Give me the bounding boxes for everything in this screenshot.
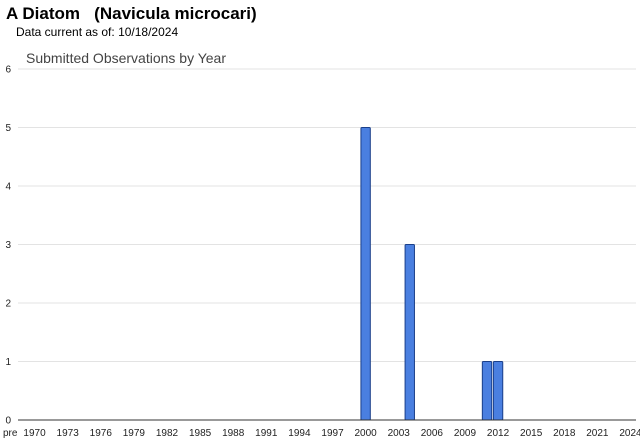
x-tick-label: 1976 [90,428,113,439]
page-title: A Diatom (Navicula microcari) [6,4,257,24]
bar [404,244,415,421]
data-currency-line: Data current as of: 10/18/2024 [16,25,178,39]
x-tick-label: 2003 [388,428,411,439]
x-tick-label: 2021 [586,428,609,439]
y-tick-label: 3 [5,240,11,251]
x-axis-tick-labels: pre 1970 1973 1976 1979 1982 1985 1988 1991 1994 1… [3,428,640,439]
chart-title: Submitted Observations by Year [26,50,226,66]
bar [481,361,493,421]
x-tick-label: 2006 [421,428,444,439]
data-current-label: Data current as of: [16,25,115,39]
x-tick-label: 1982 [156,428,179,439]
y-tick-label: 5 [5,123,11,134]
x-tick-label: 1988 [222,428,245,439]
x-tick-label: 2009 [454,428,477,439]
x-tick-label: 2018 [553,428,576,439]
y-tick-label: 2 [5,299,11,310]
gridlines [18,68,636,362]
data-current-date: 10/18/2024 [118,25,179,39]
x-tick-label: 1970 [23,428,46,439]
x-tick-label: 1979 [123,428,146,439]
y-tick-label: 4 [5,182,11,193]
y-tick-label: 1 [5,357,11,368]
x-tick-label: 2015 [520,428,543,439]
species-common-name: A Diatom [6,4,80,23]
x-tick-label: pre [3,428,18,439]
bars [360,127,504,421]
species-scientific-name: (Navicula microcari) [94,4,257,23]
bar [492,361,504,421]
x-tick-label: 2012 [487,428,510,439]
bar [360,127,371,421]
x-tick-label: 1997 [321,428,344,439]
y-tick-label: 6 [5,65,11,76]
x-tick-label: 1994 [288,428,311,439]
x-tick-label: 2000 [355,428,378,439]
y-tick-label: 0 [5,416,11,427]
y-axis-tick-labels: 0 1 2 3 4 5 6 [5,65,11,427]
x-tick-label: 2024 [619,428,640,439]
x-tick-label: 1973 [57,428,80,439]
x-tick-label: 1985 [189,428,212,439]
x-tick-label: 1991 [255,428,278,439]
